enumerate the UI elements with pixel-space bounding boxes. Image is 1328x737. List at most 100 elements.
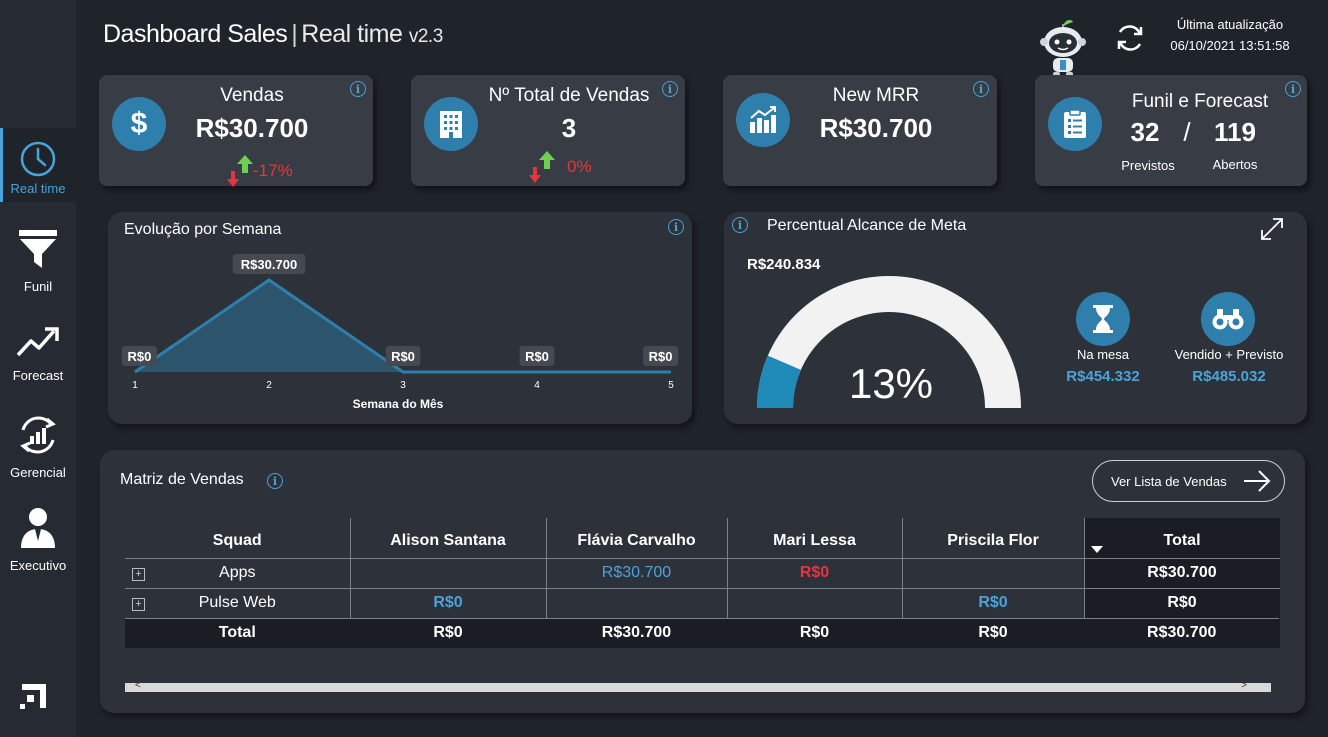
view-sales-list-label: Ver Lista de Vendas [1111, 473, 1227, 489]
table-header-row: Squad Alison Santana Flávia Carvalho Mar… [125, 518, 1280, 558]
up-down-arrows-icon [227, 155, 253, 187]
panel-title: Percentual Alcance de Meta [767, 217, 967, 234]
gauge-fill [757, 355, 801, 408]
table-cell [902, 557, 1085, 588]
binoculars-icon [1201, 292, 1255, 346]
kpi-delta-value: 0% [567, 157, 592, 176]
sidebar-item-gerencial[interactable]: Gerencial [0, 414, 76, 480]
column-header[interactable]: Priscila Flor [902, 518, 1085, 558]
info-icon[interactable]: i [973, 81, 989, 97]
column-header[interactable]: Mari Lessa [727, 518, 903, 558]
info-icon[interactable]: i [662, 81, 678, 97]
kpi-title: New MRR [832, 85, 920, 106]
kpi-title: Funil e Forecast [1131, 91, 1269, 112]
info-icon[interactable]: i [267, 473, 283, 489]
squad-cell: + Pulse Web [125, 587, 351, 618]
sidebar-item-executivo[interactable]: Executivo [0, 505, 76, 573]
kpi-card-vendas: $ i Vendas R$30.700 -17% [99, 75, 373, 187]
column-header-total[interactable]: Total [1084, 518, 1280, 558]
kpi-card-total-vendas: i Nº Total de Vendas 3 0% [411, 75, 685, 186]
info-icon[interactable]: i [350, 81, 366, 97]
table-cell: R$0 [350, 617, 547, 648]
table-cell: R$30.700 [546, 617, 728, 648]
kpi-previstos-value: 32 [1130, 117, 1160, 147]
version-label: v2.3 [408, 26, 443, 47]
data-label: R$0 [643, 346, 678, 366]
kpi-title: Nº Total de Vendas [488, 85, 650, 106]
table-total-row: Total R$0 R$30.700 R$0 R$0 R$30.700 [125, 617, 1280, 648]
kpi-abertos-label: Abertos [1212, 157, 1258, 172]
info-icon[interactable]: i [1285, 81, 1301, 97]
sort-down-icon[interactable] [1090, 546, 1103, 554]
panel-title: Matriz de Vendas [120, 471, 244, 488]
brand-logo-icon [20, 684, 46, 709]
refresh-icon[interactable] [1114, 22, 1146, 54]
expand-row-icon[interactable]: + [132, 567, 145, 581]
column-header-label: Total [1163, 531, 1201, 549]
scroll-left-arrow[interactable]: < [135, 680, 141, 691]
sidebar-item-real-time[interactable]: Real time [0, 128, 76, 202]
dollar-icon: $ [112, 97, 166, 151]
column-header[interactable]: Alison Santana [350, 518, 547, 558]
hourglass-icon [1076, 292, 1130, 346]
expand-row-icon[interactable]: + [132, 597, 145, 611]
last-update-label: Última atualização [1176, 17, 1284, 32]
sidebar-item-funil[interactable]: Funil [0, 228, 76, 294]
weekly-evolution-panel: Evolução por Semana i 1 2 3 4 5 Semana do Mês… [108, 212, 692, 424]
info-icon[interactable]: i [668, 219, 684, 235]
vendido-previsto-value: R$485.032 [1192, 368, 1266, 385]
sidebar-item-label: Gerencial [10, 465, 66, 480]
scroll-right-arrow[interactable]: > [1241, 680, 1247, 691]
kpi-delta: 0% [529, 151, 592, 183]
expand-icon[interactable] [1259, 216, 1285, 242]
clock-icon [20, 141, 56, 177]
column-header[interactable]: Squad [125, 518, 351, 558]
sidebar-item-forecast[interactable]: Forecast [0, 325, 76, 383]
robot-mascot-icon [1040, 19, 1086, 78]
x-tick-label: 4 [534, 380, 540, 391]
bar-growth-glyph-icon [750, 106, 776, 133]
squad-label: Apps [219, 564, 256, 581]
meta-panel: i Percentual Alcance de Meta R$240.834 1… [724, 212, 1307, 424]
title-sub: Real time [301, 20, 403, 48]
table-cell: R$30.700 [546, 557, 728, 588]
table-cell: R$0 [350, 587, 547, 618]
arrow-right-icon [1243, 470, 1271, 492]
meta-target-value: R$240.834 [747, 256, 821, 273]
panel-title: Evolução por Semana [124, 221, 282, 238]
kpi-card-funil-forecast: i Funil e Forecast 32 / 119 Previstos Ab… [1035, 75, 1307, 186]
table-cell-total: R$30.700 [1084, 617, 1280, 648]
table-cell: R$0 [902, 617, 1085, 648]
table-cell [350, 557, 547, 588]
svg-text:R$0: R$0 [649, 349, 673, 364]
vendido-previsto-label: Vendido + Previsto [1174, 347, 1284, 362]
svg-text:R$0: R$0 [525, 349, 549, 364]
table-cell: R$0 [727, 617, 903, 648]
info-icon[interactable]: i [732, 217, 748, 233]
x-axis-label: Semana do Mês [353, 397, 444, 411]
squad-cell: + Apps [125, 557, 351, 588]
svg-text:R$0: R$0 [127, 349, 151, 364]
view-sales-list-button[interactable]: Ver Lista de Vendas [1092, 460, 1285, 502]
x-tick-label: 5 [668, 380, 674, 391]
kpi-abertos-value: 119 [1214, 117, 1256, 147]
hourglass-glyph-icon [1093, 305, 1113, 333]
trend-up-icon [16, 327, 59, 357]
meta-percent-label: 13% [848, 360, 934, 407]
bar-growth-icon [736, 93, 790, 147]
data-label: R$0 [519, 346, 555, 366]
table-cell [727, 587, 903, 618]
up-down-arrows-icon [529, 151, 555, 183]
horizontal-scrollbar[interactable]: < > [125, 680, 1271, 692]
last-update-time: 06/10/2021 13:51:58 [1170, 38, 1290, 53]
kpi-title: Vendas [220, 85, 284, 106]
sidebar-item-label: Forecast [12, 368, 64, 383]
sidebar-item-label: Executivo [9, 558, 67, 573]
data-label: R$0 [385, 346, 421, 366]
table-cell-total: R$0 [1084, 587, 1280, 618]
table-cell-total: R$30.700 [1084, 557, 1280, 588]
gauge-track [757, 276, 1021, 408]
sales-matrix-table: Squad Alison Santana Flávia Carvalho Mar… [125, 518, 1280, 648]
sidebar-item-label: Funil [23, 279, 53, 294]
column-header[interactable]: Flávia Carvalho [546, 518, 728, 558]
